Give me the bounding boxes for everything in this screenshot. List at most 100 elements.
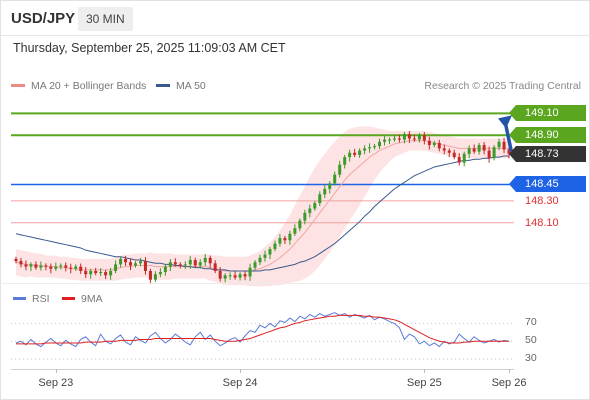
forecast-arrowhead-icon [498, 115, 512, 129]
candle-body [39, 265, 43, 268]
candle-body [54, 266, 58, 269]
candle-body [328, 183, 332, 189]
candle-body [447, 150, 451, 153]
candle-body [492, 147, 496, 159]
candle-body [193, 260, 197, 266]
level-tag-148-45: 148.45 [509, 176, 586, 193]
level-tag-148-90: 148.90 [509, 127, 586, 144]
candle-body [24, 264, 28, 267]
rsi-pane-divider [0, 283, 590, 284]
candle-body [29, 264, 33, 267]
candle-body [248, 267, 252, 277]
level-tag-148-30: 148.30 [525, 194, 559, 207]
candle-body [338, 164, 342, 175]
candle-body [323, 188, 327, 195]
candle-body [412, 138, 416, 140]
candle-body [462, 153, 466, 163]
interval-badge[interactable]: 30 MIN [78, 7, 133, 31]
candle-body [143, 261, 147, 271]
candle-body [358, 150, 362, 155]
header-divider [0, 35, 590, 36]
candle-body [44, 265, 48, 267]
candle-body [69, 267, 73, 269]
ma50-swatch-icon [156, 83, 170, 87]
candle-body [208, 257, 212, 264]
x-tick-label: Sep 23 [38, 377, 74, 389]
time-axis [11, 369, 514, 370]
bollinger-band-area [15, 126, 510, 287]
candle-body [308, 208, 312, 213]
candle-body [129, 262, 133, 266]
x-tick-label: Sep 25 [406, 377, 442, 389]
candle-body [353, 152, 357, 155]
candle-body [383, 139, 387, 142]
candle-body [343, 157, 347, 165]
rsi-line [15, 312, 510, 348]
candle-body [148, 270, 152, 280]
candle-body [153, 274, 157, 280]
x-tick-mark [240, 369, 242, 373]
legend-ma50-label: MA 50 [176, 80, 206, 92]
candle-body [278, 238, 282, 244]
candle-body [452, 152, 456, 158]
candle-body [228, 275, 232, 277]
candle-body [348, 152, 352, 158]
x-tick-mark [424, 369, 426, 373]
candle-body [318, 194, 322, 204]
candle-body [94, 270, 98, 274]
candle-body [422, 135, 426, 141]
candle-body [183, 264, 187, 266]
legend-ma20-label: MA 20 + Bollinger Bands [31, 80, 147, 92]
candle-body [368, 147, 372, 149]
rsi-swatch-icon [13, 296, 26, 300]
candle-body [397, 138, 401, 140]
candle-body [89, 270, 93, 275]
level-tag-149-10: 149.10 [509, 105, 586, 122]
candle-body [99, 272, 103, 274]
rsi-tick-label: 30 [525, 352, 537, 365]
candle-body [124, 258, 128, 263]
candle-body [203, 257, 207, 263]
candle-body [373, 146, 377, 148]
candle-body [293, 228, 297, 234]
candle-body [243, 274, 247, 277]
candle-body [283, 238, 287, 241]
9ma-swatch-icon [62, 296, 75, 300]
candle-body [84, 270, 88, 275]
candle-body [74, 266, 78, 269]
candle-body [457, 157, 461, 163]
candle-body [477, 145, 481, 152]
candle-body [104, 272, 108, 276]
candle-body [407, 134, 411, 139]
candle-body [79, 266, 83, 271]
candle-body [482, 145, 486, 151]
legend-ma50: MA 50 [156, 80, 206, 92]
legend-ma20: MA 20 + Bollinger Bands [11, 80, 146, 92]
candle-body [64, 265, 68, 268]
candle-body [178, 264, 182, 266]
candle-body [392, 138, 396, 140]
candle-body [502, 141, 506, 150]
x-tick-mark [55, 369, 57, 373]
ma20-line [15, 140, 510, 272]
x-tick-label: Sep 26 [491, 377, 527, 389]
legend-9ma-label: 9MA [81, 293, 103, 305]
x-tick-mark [509, 369, 511, 373]
candle-body [472, 148, 476, 152]
candle-body [497, 141, 501, 148]
candle-body [34, 264, 38, 268]
rsi-tick-label: 50 [525, 334, 537, 347]
candle-body [253, 262, 257, 268]
candle-body [163, 266, 167, 273]
candle-body [298, 220, 302, 229]
rsi-tick-label: 70 [525, 316, 537, 329]
legend-9ma: 9MA [62, 293, 103, 305]
candle-body [114, 264, 118, 271]
candle-body [168, 262, 172, 267]
candle-body [49, 266, 53, 269]
candle-body [233, 275, 237, 278]
research-credit: Research © 2025 Trading Central [424, 80, 581, 92]
candle-body [417, 135, 421, 140]
candle-body [333, 174, 337, 184]
